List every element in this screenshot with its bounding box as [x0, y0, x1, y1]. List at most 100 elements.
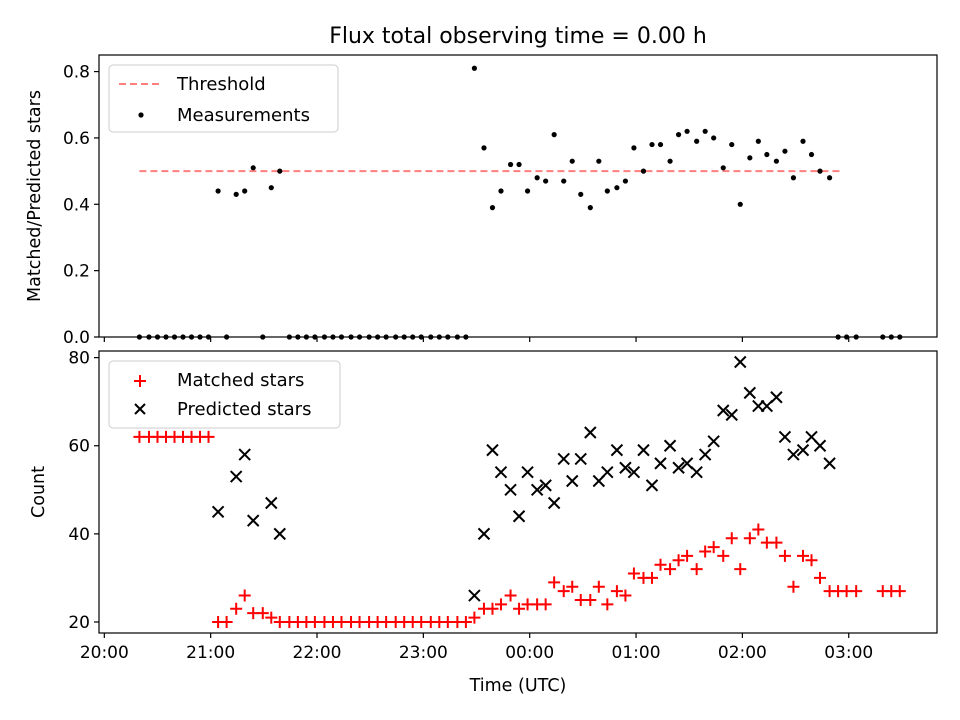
measurement-point-9 — [215, 188, 221, 194]
measurement-point-42 — [507, 161, 514, 168]
predicted-point-17 — [566, 474, 579, 488]
measurement-point-52 — [596, 158, 602, 164]
measurement-point-13 — [250, 165, 256, 171]
measurement-point-44 — [524, 188, 531, 194]
legend-threshold-label: Threshold — [176, 74, 266, 95]
predicted-point-46 — [823, 457, 836, 470]
predicted-point-12 — [521, 465, 534, 479]
top-y-axis-label: Matched/Predicted stars — [25, 90, 45, 302]
legend-measurements-swatch — [138, 112, 144, 118]
measurement-point-58 — [649, 141, 655, 148]
measurement-point-55 — [622, 178, 629, 184]
predicted-point-33 — [707, 435, 720, 448]
predicted-point-36 — [734, 355, 747, 369]
matched-point-62 — [681, 549, 694, 562]
measurement-point-39 — [481, 145, 487, 151]
measurement-point-49 — [569, 158, 575, 164]
bottom-plot-marks — [133, 355, 906, 628]
matched-point-73 — [778, 549, 791, 562]
measurement-point-48 — [561, 178, 567, 184]
matched-point-66 — [717, 549, 730, 562]
matched-point-58 — [645, 571, 658, 584]
measurement-point-62 — [684, 128, 690, 134]
matched-point-42 — [504, 589, 517, 602]
top-panel: 0.00.20.40.60.8 Matched/Predicted stars … — [25, 54, 938, 348]
measurement-point-16 — [277, 168, 283, 174]
measurement-point-47 — [551, 132, 557, 138]
matched-point-68 — [734, 563, 747, 576]
x-tick-label-0: 20:00 — [80, 643, 129, 663]
measurement-point-76 — [808, 151, 815, 158]
bottom-x-ticks: 20:00 21:00 22:00 23:00 00:00 01:00 02:00 03:00 — [80, 633, 873, 663]
predicted-point-31 — [690, 465, 703, 479]
measurement-point-67 — [729, 141, 735, 148]
predicted-point-43 — [796, 443, 810, 457]
measurement-point-73 — [782, 148, 788, 154]
bottom-axes-frame — [98, 350, 938, 634]
predicted-point-29 — [672, 461, 685, 474]
bottom-y-tick-label-3: 80 — [68, 349, 90, 369]
matched-point-11 — [230, 602, 243, 615]
matched-point-77 — [814, 571, 827, 584]
measurement-point-46 — [543, 178, 549, 184]
measurement-point-45 — [534, 175, 540, 181]
matched-point-40 — [486, 602, 499, 615]
matched-point-69 — [743, 532, 756, 545]
matched-point-75 — [797, 549, 810, 562]
legend-measurements-label: Measurements — [177, 105, 310, 126]
matched-point-43 — [513, 602, 526, 615]
predicted-point-8 — [486, 443, 499, 457]
measurement-point-66 — [720, 165, 726, 171]
matched-point-70 — [752, 523, 765, 536]
matched-point-53 — [601, 598, 614, 611]
measurement-point-40 — [489, 205, 496, 211]
matched-point-38 — [468, 611, 481, 624]
x-tick-label-7: 03:00 — [824, 643, 873, 663]
predicted-point-40 — [770, 391, 783, 404]
top-y-tick-label-4: 0.8 — [63, 63, 90, 83]
measurement-point-71 — [764, 151, 770, 158]
matched-point-72 — [770, 536, 783, 549]
measurement-point-41 — [498, 188, 504, 194]
bottom-legend: Matched stars Predicted stars — [108, 360, 341, 429]
measurement-point-65 — [711, 135, 717, 141]
matched-point-48 — [557, 585, 570, 598]
matched-point-74 — [787, 580, 800, 593]
measurement-point-57 — [640, 168, 647, 174]
predicted-point-9 — [494, 465, 508, 479]
predicted-point-21 — [601, 465, 614, 479]
matched-point-55 — [619, 589, 632, 602]
measurement-point-77 — [817, 168, 823, 174]
matched-point-81 — [850, 585, 863, 598]
chart-title: Flux total observing time = 0.00 h — [329, 24, 707, 49]
measurement-point-59 — [657, 141, 664, 148]
predicted-point-18 — [574, 452, 587, 466]
measurement-point-12 — [242, 188, 248, 194]
predicted-point-22 — [610, 443, 624, 457]
predicted-point-2 — [238, 448, 251, 461]
predicted-point-41 — [778, 430, 792, 444]
matched-point-67 — [725, 532, 738, 545]
matched-point-60 — [664, 563, 677, 576]
measurement-point-54 — [614, 185, 620, 191]
matched-point-56 — [627, 567, 640, 580]
measurement-point-72 — [773, 158, 780, 164]
matched-point-63 — [690, 563, 703, 576]
top-plot-marks — [136, 65, 903, 340]
matched-point-65 — [707, 541, 720, 554]
predicted-point-23 — [619, 461, 632, 474]
matched-point-52 — [592, 580, 605, 593]
measurement-point-43 — [516, 161, 522, 168]
matched-point-37 — [459, 615, 472, 628]
matched-point-49 — [566, 580, 579, 593]
bottom-y-tick-label-2: 60 — [68, 437, 90, 457]
bottom-y-tick-label-1: 40 — [68, 525, 90, 545]
predicted-point-28 — [663, 439, 677, 452]
predicted-point-19 — [584, 426, 597, 439]
top-y-tick-label-1: 0.2 — [63, 262, 90, 282]
legend-matched-label: Matched stars — [177, 370, 304, 391]
measurement-point-78 — [826, 175, 833, 181]
predicted-point-24 — [627, 465, 641, 479]
legend-predicted-label: Predicted stars — [177, 399, 311, 420]
